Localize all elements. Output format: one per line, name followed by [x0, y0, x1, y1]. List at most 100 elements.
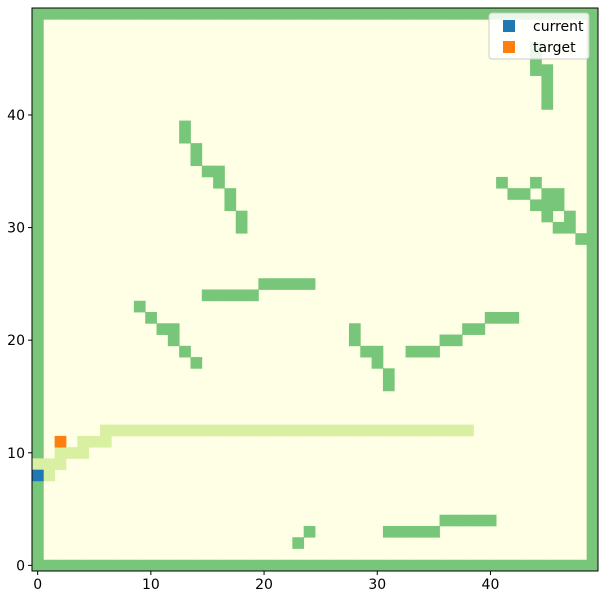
obstacle-cell — [382, 525, 395, 538]
wall-cell — [586, 312, 599, 324]
wall-cell — [190, 559, 203, 572]
wall-cell — [156, 8, 169, 20]
wall-cell — [32, 64, 44, 76]
wall-cell — [518, 559, 531, 572]
wall-cell — [428, 8, 440, 20]
wall-cell — [586, 435, 599, 448]
wall-cell — [552, 559, 565, 572]
path-cell — [247, 424, 259, 437]
wall-cell — [32, 143, 44, 155]
wall-cell — [371, 559, 384, 572]
wall-cell — [586, 357, 599, 369]
wall-cell — [32, 233, 44, 245]
axis-ticks: 0 10 20 30 40 0 10 20 30 40 — [7, 108, 499, 593]
wall-cell — [145, 8, 157, 20]
wall-cell — [32, 75, 44, 88]
wall-cell — [292, 8, 305, 20]
wall-cell — [586, 300, 599, 313]
wall-cell — [315, 8, 327, 20]
path-cell — [88, 435, 101, 448]
y-tick-label: 10 — [7, 446, 25, 462]
path-cell — [54, 447, 67, 459]
wall-cell — [586, 131, 599, 144]
wall-cell — [586, 492, 599, 504]
wall-cell — [360, 8, 372, 20]
wall-cell — [32, 514, 44, 527]
obstacle-cell — [292, 537, 305, 549]
path-cell — [190, 424, 203, 437]
wall-cell — [167, 559, 180, 572]
path-cell — [269, 424, 282, 437]
obstacle-cell — [530, 176, 542, 189]
wall-cell — [507, 559, 520, 572]
wall-cell — [77, 8, 89, 20]
wall-cell — [586, 176, 599, 189]
wall-cell — [122, 559, 135, 572]
wall-cell — [32, 525, 44, 538]
obstacle-cell — [201, 165, 214, 178]
x-tick-label: 30 — [368, 577, 386, 593]
obstacle-cell — [450, 334, 463, 347]
wall-cell — [32, 334, 44, 347]
obstacle-cell — [586, 233, 599, 245]
wall-cell — [179, 559, 191, 572]
obstacle-cell — [496, 176, 508, 189]
wall-cell — [586, 210, 599, 223]
obstacle-cell — [564, 210, 576, 223]
path-cell — [99, 435, 112, 448]
wall-cell — [586, 548, 599, 561]
obstacle-cell — [371, 345, 384, 358]
obstacle-cell — [145, 312, 157, 324]
wall-cell — [586, 154, 599, 167]
wall-cell — [32, 86, 44, 99]
wall-cell — [32, 255, 44, 268]
x-tick-label: 10 — [142, 577, 160, 593]
wall-cell — [405, 559, 418, 572]
obstacle-cell — [303, 278, 316, 290]
axes-frame — [31, 7, 599, 572]
obstacle-cell — [269, 278, 282, 290]
wall-cell — [65, 8, 78, 20]
obstacle-cell — [552, 221, 565, 234]
current-cell — [32, 469, 44, 482]
obstacle-cell — [439, 334, 452, 347]
wall-cell — [586, 345, 599, 358]
legend-swatch-current — [503, 20, 515, 32]
obstacle-cell — [190, 143, 203, 155]
wall-cell — [586, 334, 599, 347]
wall-cell — [326, 8, 339, 20]
wall-cell — [122, 8, 135, 20]
wall-cell — [32, 379, 44, 392]
wall-cell — [575, 559, 588, 572]
wall-cell — [326, 559, 339, 572]
wall-cell — [43, 8, 56, 20]
wall-cell — [586, 188, 599, 200]
obstacle-cell — [167, 334, 180, 347]
wall-cell — [32, 480, 44, 493]
wall-cell — [586, 221, 599, 234]
obstacle-cell — [348, 323, 361, 335]
wall-cell — [32, 357, 44, 369]
wall-cell — [258, 8, 271, 20]
wall-cell — [32, 176, 44, 189]
path-cell — [281, 424, 293, 437]
obstacle-cell — [190, 154, 203, 167]
wall-cell — [32, 165, 44, 178]
path-cell — [303, 424, 316, 437]
wall-cell — [111, 559, 123, 572]
wall-cell — [439, 8, 452, 20]
obstacle-cell — [247, 289, 259, 302]
obstacle-cell — [179, 120, 191, 133]
wall-cell — [269, 8, 282, 20]
path-cell — [156, 424, 169, 437]
path-cell — [462, 424, 474, 437]
wall-cell — [586, 379, 599, 392]
wall-cell — [586, 8, 599, 20]
path-cell — [122, 424, 135, 437]
wall-cell — [586, 458, 599, 471]
path-cell — [382, 424, 395, 437]
obstacle-cell — [133, 300, 146, 313]
wall-cell — [450, 8, 463, 20]
wall-cell — [247, 559, 259, 572]
